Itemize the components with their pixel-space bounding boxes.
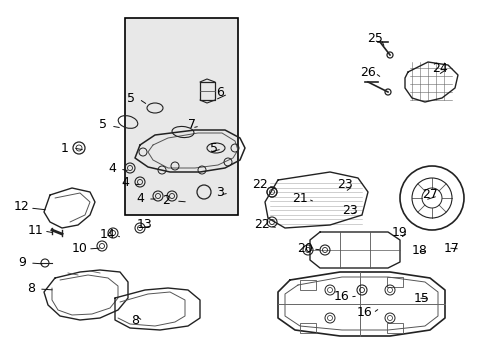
Text: 17: 17 [443, 242, 459, 255]
Text: 6: 6 [216, 86, 224, 99]
Text: 8: 8 [131, 314, 139, 327]
Text: 5: 5 [99, 118, 107, 131]
Text: 18: 18 [411, 243, 427, 256]
Text: 23: 23 [336, 179, 352, 192]
Text: 8: 8 [27, 282, 35, 294]
Bar [299, 280, 315, 290]
Text: 16: 16 [356, 306, 372, 319]
Text: 24: 24 [431, 62, 447, 75]
Bar [299, 323, 315, 333]
Text: 25: 25 [366, 31, 382, 45]
Text: 10: 10 [72, 242, 88, 255]
Text: 22: 22 [254, 219, 269, 231]
Text: 5: 5 [209, 141, 218, 154]
Text: 20: 20 [296, 242, 312, 255]
Text: 4: 4 [136, 192, 143, 204]
Text: 9: 9 [18, 256, 26, 269]
Bar [386, 323, 402, 333]
Text: 13: 13 [137, 219, 153, 231]
Text: 23: 23 [342, 203, 357, 216]
Bar [386, 277, 402, 287]
Text: 22: 22 [252, 179, 267, 192]
Text: 4: 4 [121, 176, 129, 189]
Text: 16: 16 [333, 289, 349, 302]
Text: 3: 3 [216, 185, 224, 198]
Text: 27: 27 [421, 189, 437, 202]
Text: 15: 15 [413, 292, 429, 305]
Text: 14: 14 [100, 228, 116, 240]
Text: 11: 11 [28, 224, 44, 237]
Text: 2: 2 [162, 194, 170, 207]
Text: 4: 4 [108, 162, 116, 175]
Text: 5: 5 [127, 91, 135, 104]
Text: 7: 7 [187, 118, 196, 131]
Text: 19: 19 [391, 225, 407, 238]
Bar [125, 18, 238, 215]
Text: 1: 1 [61, 141, 69, 154]
Text: 21: 21 [291, 192, 307, 204]
Text: 12: 12 [14, 201, 30, 213]
Text: 26: 26 [359, 66, 375, 78]
